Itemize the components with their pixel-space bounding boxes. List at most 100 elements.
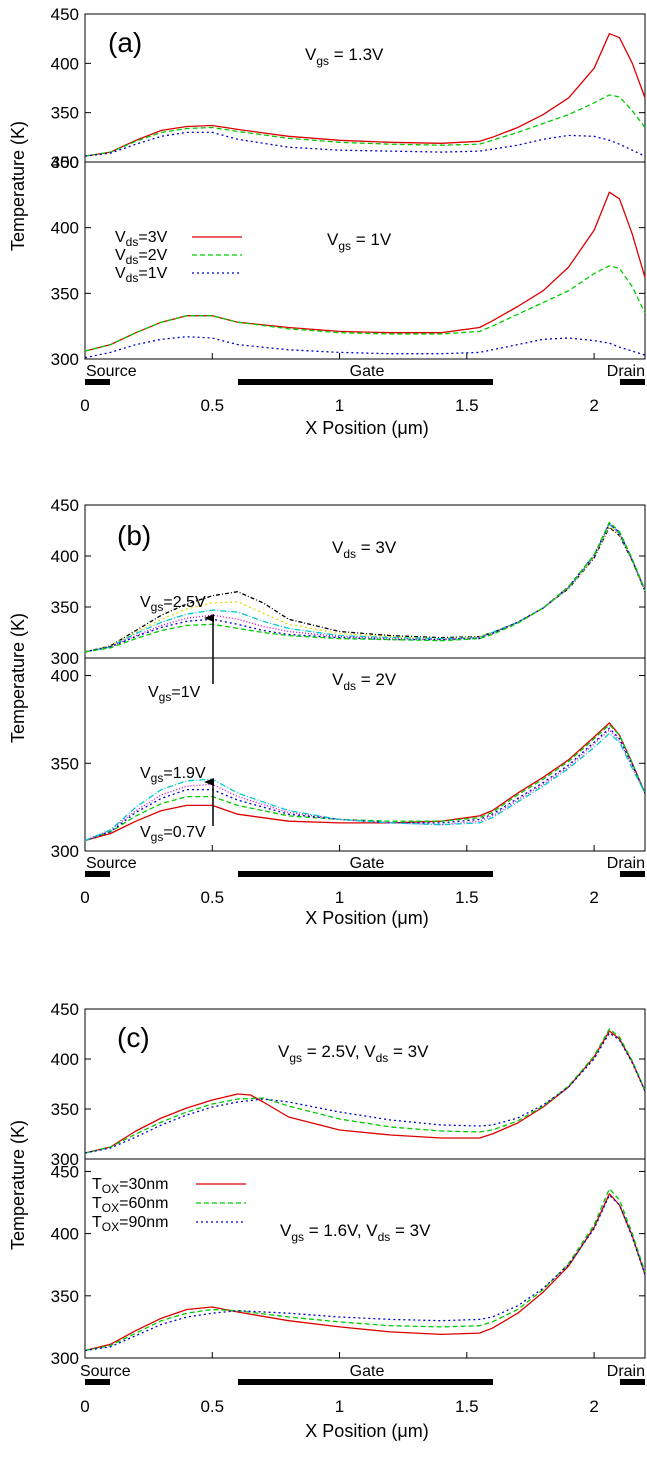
ytick-label-b_top-350: 350 [51, 598, 79, 617]
ytick-label-c_top-400: 400 [51, 1050, 79, 1069]
group-c: 300 350 400 450 300 350 400 450 (c) Vgs = 2.5V… [8, 1000, 646, 1441]
frame-c-bot [84, 1158, 646, 1359]
ytick-label-a_top-400: 400 [51, 54, 79, 73]
yticks-a-top: 300 350 400 450 [51, 5, 645, 172]
series-line-b_bot-4 [84, 732, 646, 842]
series-line-b_bot-3 [84, 729, 646, 842]
legend-a-entry-1: Vds=2V [115, 247, 168, 267]
ytick-label-a_top-450: 450 [51, 5, 79, 24]
region-drain-c: Drain [607, 1363, 645, 1380]
series-line-c_top-1 [84, 1028, 646, 1154]
ytick-label-c_bot-300: 300 [51, 1349, 79, 1368]
frame-b-bot [84, 657, 646, 852]
region-source-b: Source [86, 855, 137, 872]
xtick-label-b-2: 2 [589, 888, 598, 907]
series-line-a_top-2 [84, 131, 646, 157]
yticks-a-bot: 300 350 400 450 [51, 153, 645, 369]
xticks-a: 0 0.5 1 1.5 2 [80, 353, 599, 415]
plot-b-top [84, 521, 646, 653]
y-axis-label-c: Temperature (K) [8, 1120, 28, 1250]
ytick-label-c_top-300: 300 [51, 1150, 79, 1169]
xtick-label-b-0.5: 0.5 [200, 888, 224, 907]
series-line-b_top-0 [84, 526, 646, 653]
plot-c-top [84, 1028, 646, 1154]
series-line-b_top-2 [84, 523, 646, 653]
ytick-label-b_top-450: 450 [51, 496, 79, 515]
ytick-label-a_top-350: 350 [51, 104, 79, 123]
region-gate-b: Gate [350, 855, 385, 872]
series-line-a_top-0 [84, 33, 646, 157]
frame-c-top-box [84, 1008, 646, 1160]
region-drain-a: Drain [607, 363, 645, 380]
x-axis-label-b: X Position (μm) [305, 908, 428, 928]
ytick-label-b_top-400: 400 [51, 547, 79, 566]
legend-c-entry-0: TOX=30nm [92, 1176, 169, 1196]
group-a: 300 350 400 450 300 350 400 450 (a) Vgs = 1.3V… [8, 5, 646, 438]
frame-a-bot [84, 161, 646, 360]
annotation-c-top: Vgs = 2.5V, Vds = 3V [278, 1042, 429, 1065]
region-bar-c: Source Gate Drain [80, 1363, 645, 1385]
annotation-c-bot: Vgs = 1.6V, Vds = 3V [280, 1221, 431, 1244]
legend-a: Vds=3V Vds=2V Vds=1V [115, 229, 242, 285]
annotation-b-top: Vds = 3V [332, 538, 397, 561]
ytick-label-c_bot-400: 400 [51, 1225, 79, 1244]
ytick-label-b_bot-350: 350 [51, 754, 79, 773]
label-b-top-low: Vgs=1V [148, 684, 201, 704]
ytick-label-a_top-300: 300 [51, 153, 79, 172]
label-b-bot-low: Vgs=0.7V [140, 824, 206, 844]
plot-c-bot [84, 1188, 646, 1352]
region-drain-b: Drain [607, 855, 645, 872]
ytick-label-a_bot-350: 350 [51, 284, 79, 303]
ytick-label-b_top-300: 300 [51, 649, 79, 668]
region-bar-a: Source Gate Drain [85, 363, 645, 385]
x-axis-label-c: X Position (μm) [305, 1421, 428, 1441]
frame-a-top [84, 13, 646, 163]
ytick-label-c_top-450: 450 [51, 1000, 79, 1019]
group-b: 300 350 400 450 300 350 400 (b) Vds = 3V Vds … [8, 496, 646, 928]
yticks-c-bot: 300 350 400 450 [51, 1162, 645, 1368]
ytick-label-c_top-350: 350 [51, 1100, 79, 1119]
series-line-b_top-5 [84, 521, 646, 653]
series-line-a_bot-2 [84, 336, 646, 359]
series-line-b_bot-2 [84, 727, 646, 842]
ytick-label-b_bot-300: 300 [51, 842, 79, 861]
panel-letter-c: (c) [117, 1022, 150, 1053]
series-line-a_top-1 [84, 94, 646, 157]
xtick-label-b-0: 0 [80, 888, 89, 907]
y-axis-label-a: Temperature (K) [8, 121, 28, 251]
xtick-label-b-1.5: 1.5 [455, 888, 479, 907]
xticks-c: 0 0.5 1 1.5 2 [80, 1352, 599, 1416]
region-source-c: Source [80, 1363, 131, 1380]
series-line-c_bot-1 [84, 1188, 646, 1352]
legend-c: TOX=30nm TOX=60nm TOX=90nm [92, 1176, 246, 1234]
legend-c-entry-1: TOX=60nm [92, 1195, 169, 1215]
ytick-label-b_bot-400: 400 [51, 667, 79, 686]
region-source-a: Source [86, 363, 137, 380]
plot-a-top [84, 33, 646, 157]
xtick-label-c-0.5: 0.5 [200, 1397, 224, 1416]
legend-a-entry-2: Vds=1V [115, 265, 168, 285]
yticks-c-top: 300 350 400 450 [51, 1000, 645, 1169]
annotation-a-bot: Vgs = 1V [327, 230, 392, 253]
xticks-b: 0 0.5 1 1.5 2 [80, 845, 599, 907]
annotation-b-bot: Vds = 2V [332, 670, 397, 693]
xtick-label-a-1: 1 [335, 396, 344, 415]
ytick-label-a_bot-400: 400 [51, 219, 79, 238]
ytick-label-a_bot-300: 300 [51, 350, 79, 369]
region-gate-c: Gate [350, 1363, 385, 1380]
ytick-label-c_bot-350: 350 [51, 1287, 79, 1306]
series-line-a_bot-1 [84, 265, 646, 352]
panel-letter-a: (a) [108, 27, 142, 58]
legend-c-entry-2: TOX=90nm [92, 1214, 169, 1234]
ytick-label-c_bot-450: 450 [51, 1162, 79, 1181]
xtick-label-c-1: 1 [335, 1397, 344, 1416]
series-line-a_bot-0 [84, 191, 646, 352]
xtick-label-a-2: 2 [589, 396, 598, 415]
legend-a-entry-0: Vds=3V [115, 229, 168, 249]
xtick-label-b-1: 1 [335, 888, 344, 907]
xtick-label-c-2: 2 [589, 1397, 598, 1416]
series-line-c_top-0 [84, 1030, 646, 1154]
xtick-label-c-1.5: 1.5 [455, 1397, 479, 1416]
series-line-c_bot-2 [84, 1194, 646, 1352]
